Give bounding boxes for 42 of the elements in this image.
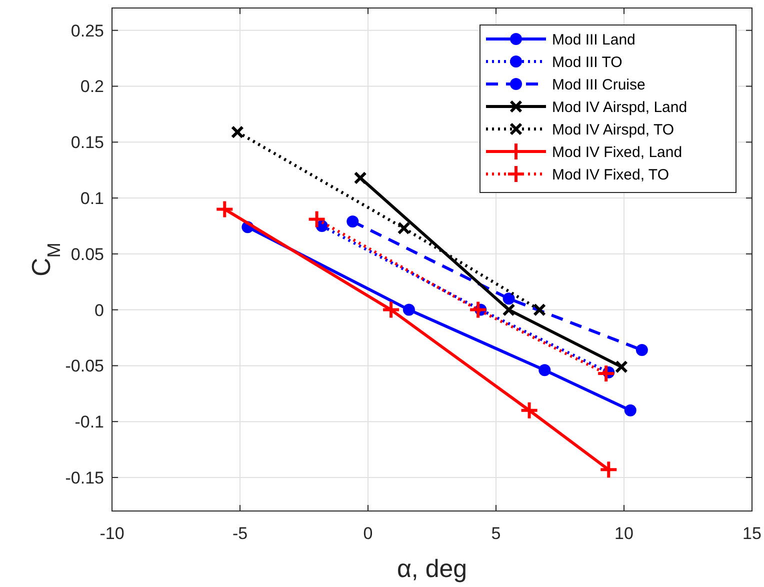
y-tick-label: 0.05 xyxy=(70,244,104,264)
y-tick-label: 0.25 xyxy=(70,21,104,40)
point xyxy=(636,344,648,356)
y-tick-label: -0.05 xyxy=(65,356,104,376)
point xyxy=(215,200,234,219)
legend-label: Mod IV Airspd, TO xyxy=(552,121,674,138)
legend-label: Mod III Land xyxy=(552,31,636,48)
point xyxy=(520,400,539,420)
point xyxy=(533,303,546,316)
point xyxy=(502,292,515,305)
legend-label: Mod III Cruise xyxy=(552,76,646,94)
point xyxy=(614,360,628,374)
point xyxy=(502,303,516,316)
legend-label: Mod IV Airspd, Land xyxy=(552,98,688,116)
x-tick-label: -5 xyxy=(232,524,248,543)
y-tick-label: -0.15 xyxy=(65,468,104,488)
x-tick-label: 15 xyxy=(742,524,762,543)
legend-label: Mod III TO xyxy=(552,54,622,71)
x-axis-title: α, deg xyxy=(396,555,468,583)
point xyxy=(354,171,367,184)
point xyxy=(230,126,244,139)
point xyxy=(624,404,636,416)
y-tick-label: 0 xyxy=(94,300,104,320)
point xyxy=(382,300,401,320)
point xyxy=(397,222,410,235)
y-tick-label: 0.2 xyxy=(80,77,104,96)
x-tick-label: 0 xyxy=(363,524,373,543)
point xyxy=(538,364,551,376)
x-tick-label: 10 xyxy=(614,524,634,543)
y-tick-label: 0.1 xyxy=(80,188,104,208)
point xyxy=(596,364,616,384)
y-tick-label: -0.1 xyxy=(74,412,104,432)
x-tick-label: -10 xyxy=(100,524,124,543)
point xyxy=(402,304,415,316)
y-tick-label: 0.15 xyxy=(70,133,104,152)
point xyxy=(468,300,488,320)
point xyxy=(307,210,326,229)
point xyxy=(346,215,359,228)
point xyxy=(599,460,618,480)
legend-label: Mod IV Fixed, Land xyxy=(552,144,682,161)
x-tick-label: 5 xyxy=(491,524,501,543)
legend-label: Mod IV Fixed, TO xyxy=(552,166,669,184)
